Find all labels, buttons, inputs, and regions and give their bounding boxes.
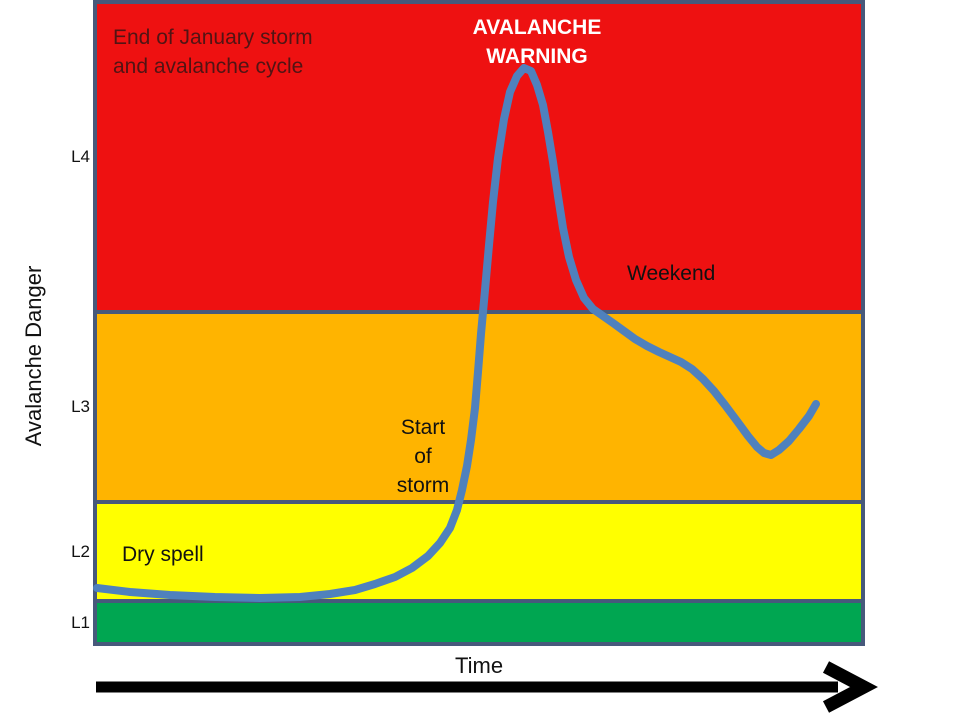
y-tick-l1: L1 xyxy=(71,612,90,632)
annotation-dry-spell: Dry spell xyxy=(122,543,204,566)
annotation-start-of-storm: Start of storm xyxy=(396,416,450,497)
y-axis-title: Avalanche Danger xyxy=(21,265,46,447)
time-arrow-head-icon xyxy=(822,661,878,713)
annotation-weekend: Weekend xyxy=(627,262,716,285)
danger-band-l2 xyxy=(97,504,861,599)
y-tick-l4: L4 xyxy=(71,147,90,166)
x-axis-title: Time xyxy=(455,653,504,678)
plot-area xyxy=(93,0,865,646)
annotation-avalanche-warning: AVALANCHE WARNING xyxy=(472,16,602,68)
danger-band-l1 xyxy=(97,603,861,642)
y-tick-l3: L3 xyxy=(71,397,90,416)
y-tick-l2: L2 xyxy=(71,541,90,561)
annotation-end-of-january-storm: End of January storm and avalanche cycle xyxy=(113,26,313,78)
danger-band-l3 xyxy=(97,314,861,500)
